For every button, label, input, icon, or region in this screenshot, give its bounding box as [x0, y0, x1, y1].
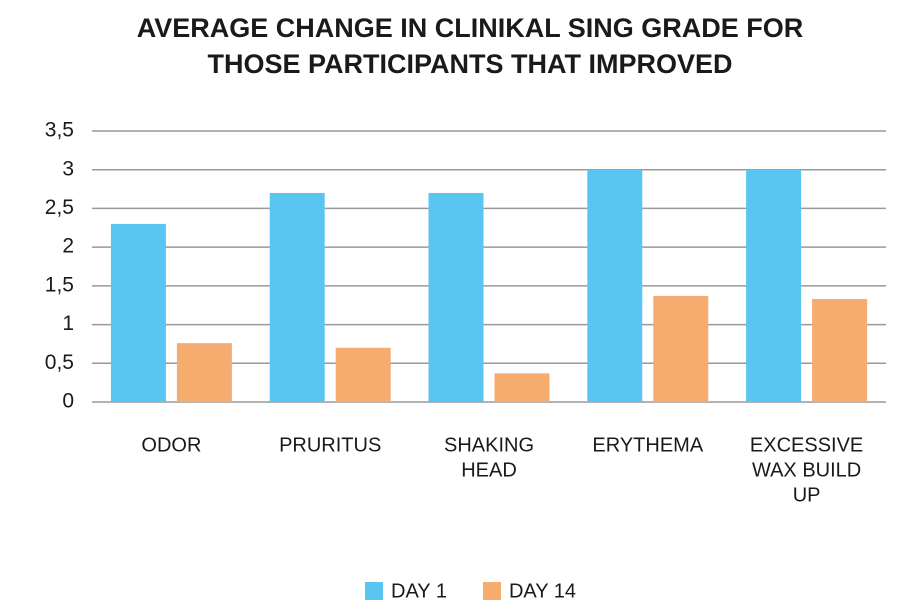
chart-title: THOSE PARTICIPANTS THAT IMPROVED	[207, 49, 732, 79]
legend-label: DAY 14	[509, 580, 576, 602]
bar	[494, 373, 550, 402]
y-tick-label: 1,5	[45, 273, 74, 296]
y-tick-label: 0,5	[45, 351, 74, 374]
y-tick-label: 0	[62, 390, 74, 413]
x-tick-label: HEAD	[461, 459, 517, 481]
x-tick-label: ERYTHEMA	[592, 434, 703, 456]
bar	[110, 223, 166, 402]
bar	[176, 343, 232, 402]
x-tick-label: PRURITUS	[279, 434, 381, 456]
x-tick-label: ODOR	[141, 434, 201, 456]
x-tick-label: WAX BUILD	[752, 459, 861, 481]
bar	[812, 299, 868, 402]
bar	[335, 347, 391, 402]
bar	[428, 192, 484, 402]
y-tick-label: 3	[62, 157, 74, 180]
legend-swatch	[365, 582, 383, 600]
legend-label: DAY 1	[391, 580, 447, 602]
legend-swatch	[482, 582, 501, 600]
bar	[653, 295, 709, 402]
y-tick-label: 2	[62, 235, 74, 258]
y-tick-label: 3,5	[45, 119, 74, 142]
y-tick-label: 1	[62, 312, 74, 335]
bar	[746, 169, 802, 402]
x-tick-label: EXCESSIVE	[750, 434, 863, 456]
x-tick-label: SHAKING	[444, 434, 534, 456]
bar	[587, 169, 643, 402]
x-tick-label: UP	[793, 484, 821, 506]
y-tick-label: 2,5	[45, 196, 74, 219]
chart-title: AVERAGE CHANGE IN CLINIKAL SING GRADE FO…	[137, 13, 804, 43]
bar	[269, 192, 325, 402]
